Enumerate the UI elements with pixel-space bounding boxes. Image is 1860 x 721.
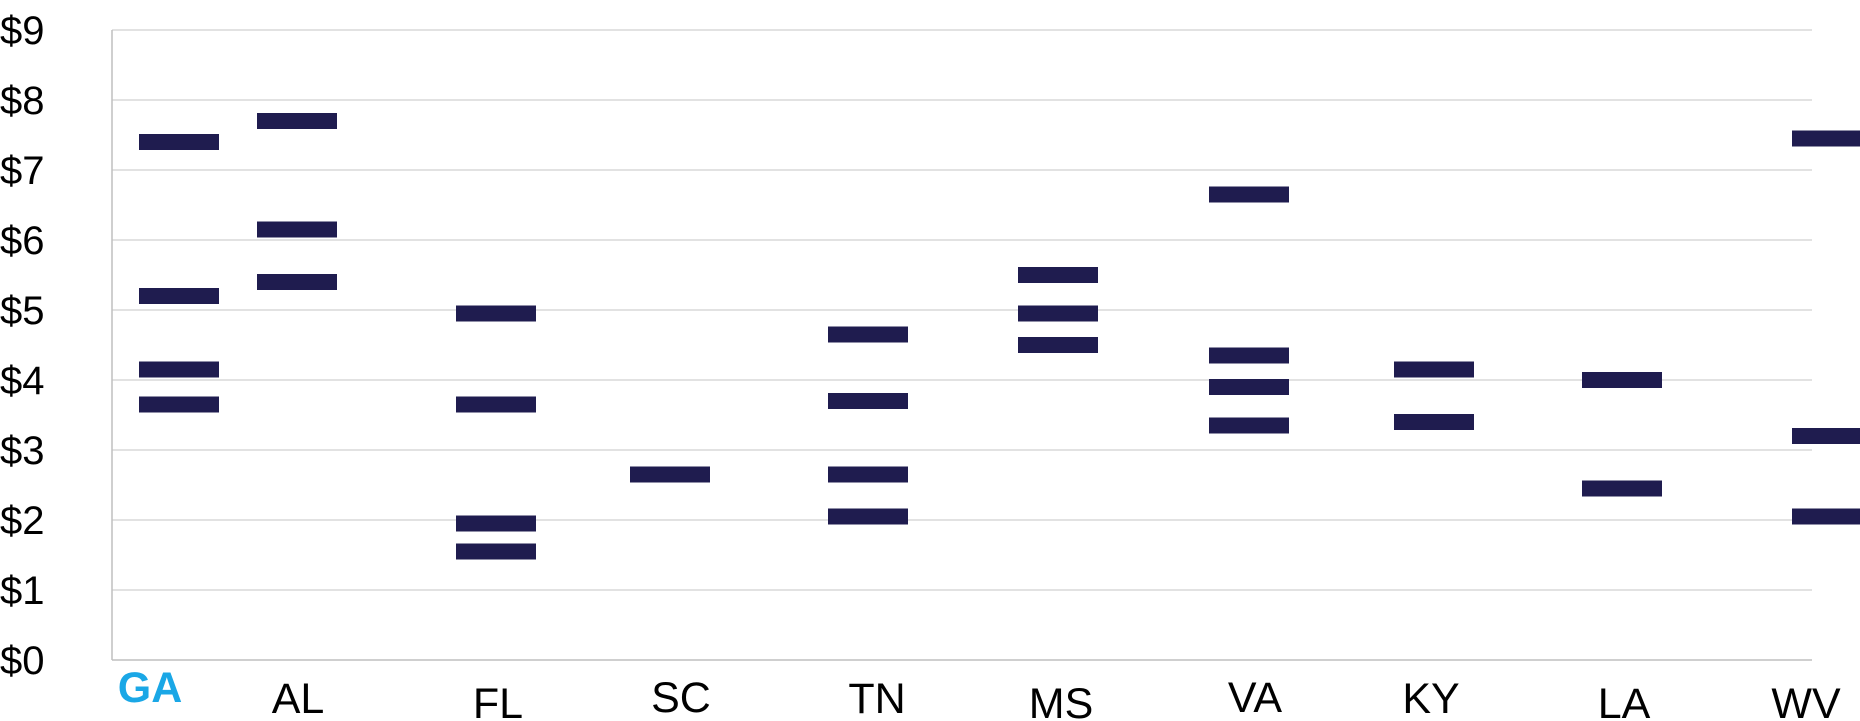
category-label-la: LA [1598, 680, 1651, 721]
y-tick-labels: $0 $1 $2 $3 $4 $5 $6 $7 $8 $9 [0, 9, 45, 683]
data-point-tn [828, 467, 908, 483]
y-tick-label: $6 [0, 219, 45, 263]
data-point-ga [139, 362, 219, 378]
category-label-sc: SC [651, 674, 711, 721]
data-point-la [1582, 372, 1662, 388]
data-point-tn [828, 509, 908, 525]
data-point-ms [1018, 306, 1098, 322]
data-point-ms [1018, 267, 1098, 283]
category-label-va: VA [1228, 674, 1282, 721]
data-point-ga [139, 397, 219, 413]
category-label-fl: FL [473, 680, 523, 721]
data-point-fl [456, 544, 536, 560]
data-point-wv [1792, 131, 1860, 147]
data-point-fl [456, 397, 536, 413]
data-markers [139, 113, 1860, 560]
y-tick-label: $9 [0, 9, 45, 53]
data-point-ga [139, 288, 219, 304]
data-point-va [1209, 379, 1289, 395]
data-point-ky [1394, 362, 1474, 378]
data-point-al [257, 222, 337, 238]
y-tick-label: $0 [0, 639, 45, 683]
y-tick-label: $1 [0, 569, 45, 613]
y-tick-label: $5 [0, 289, 45, 333]
y-tick-label: $4 [0, 359, 45, 403]
data-point-al [257, 113, 337, 129]
data-point-tn [828, 393, 908, 409]
category-label-ms: MS [1029, 680, 1094, 721]
y-tick-label: $3 [0, 429, 45, 473]
category-label-ky: KY [1402, 675, 1459, 721]
y-tick-label: $2 [0, 499, 45, 543]
data-point-wv [1792, 428, 1860, 444]
data-point-fl [456, 516, 536, 532]
data-point-al [257, 274, 337, 290]
data-point-va [1209, 348, 1289, 364]
data-point-la [1582, 481, 1662, 497]
data-point-fl [456, 306, 536, 322]
category-label-ga: GA [118, 664, 183, 712]
data-point-ms [1018, 337, 1098, 353]
grid-layer [112, 30, 1812, 590]
category-label-wv: WV [1771, 680, 1841, 721]
data-point-va [1209, 187, 1289, 203]
data-point-tn [828, 327, 908, 343]
data-point-sc [630, 467, 710, 483]
y-tick-label: $7 [0, 149, 45, 193]
axis-layer [112, 30, 1812, 660]
y-tick-label: $8 [0, 79, 45, 123]
category-label-tn: TN [848, 675, 905, 721]
category-label-al: AL [272, 675, 325, 721]
data-point-wv [1792, 509, 1860, 525]
data-point-ga [139, 134, 219, 150]
x-category-labels: GA AL FL SC TN MS VA KY LA WV [118, 664, 1841, 721]
data-point-va [1209, 418, 1289, 434]
data-point-ky [1394, 414, 1474, 430]
